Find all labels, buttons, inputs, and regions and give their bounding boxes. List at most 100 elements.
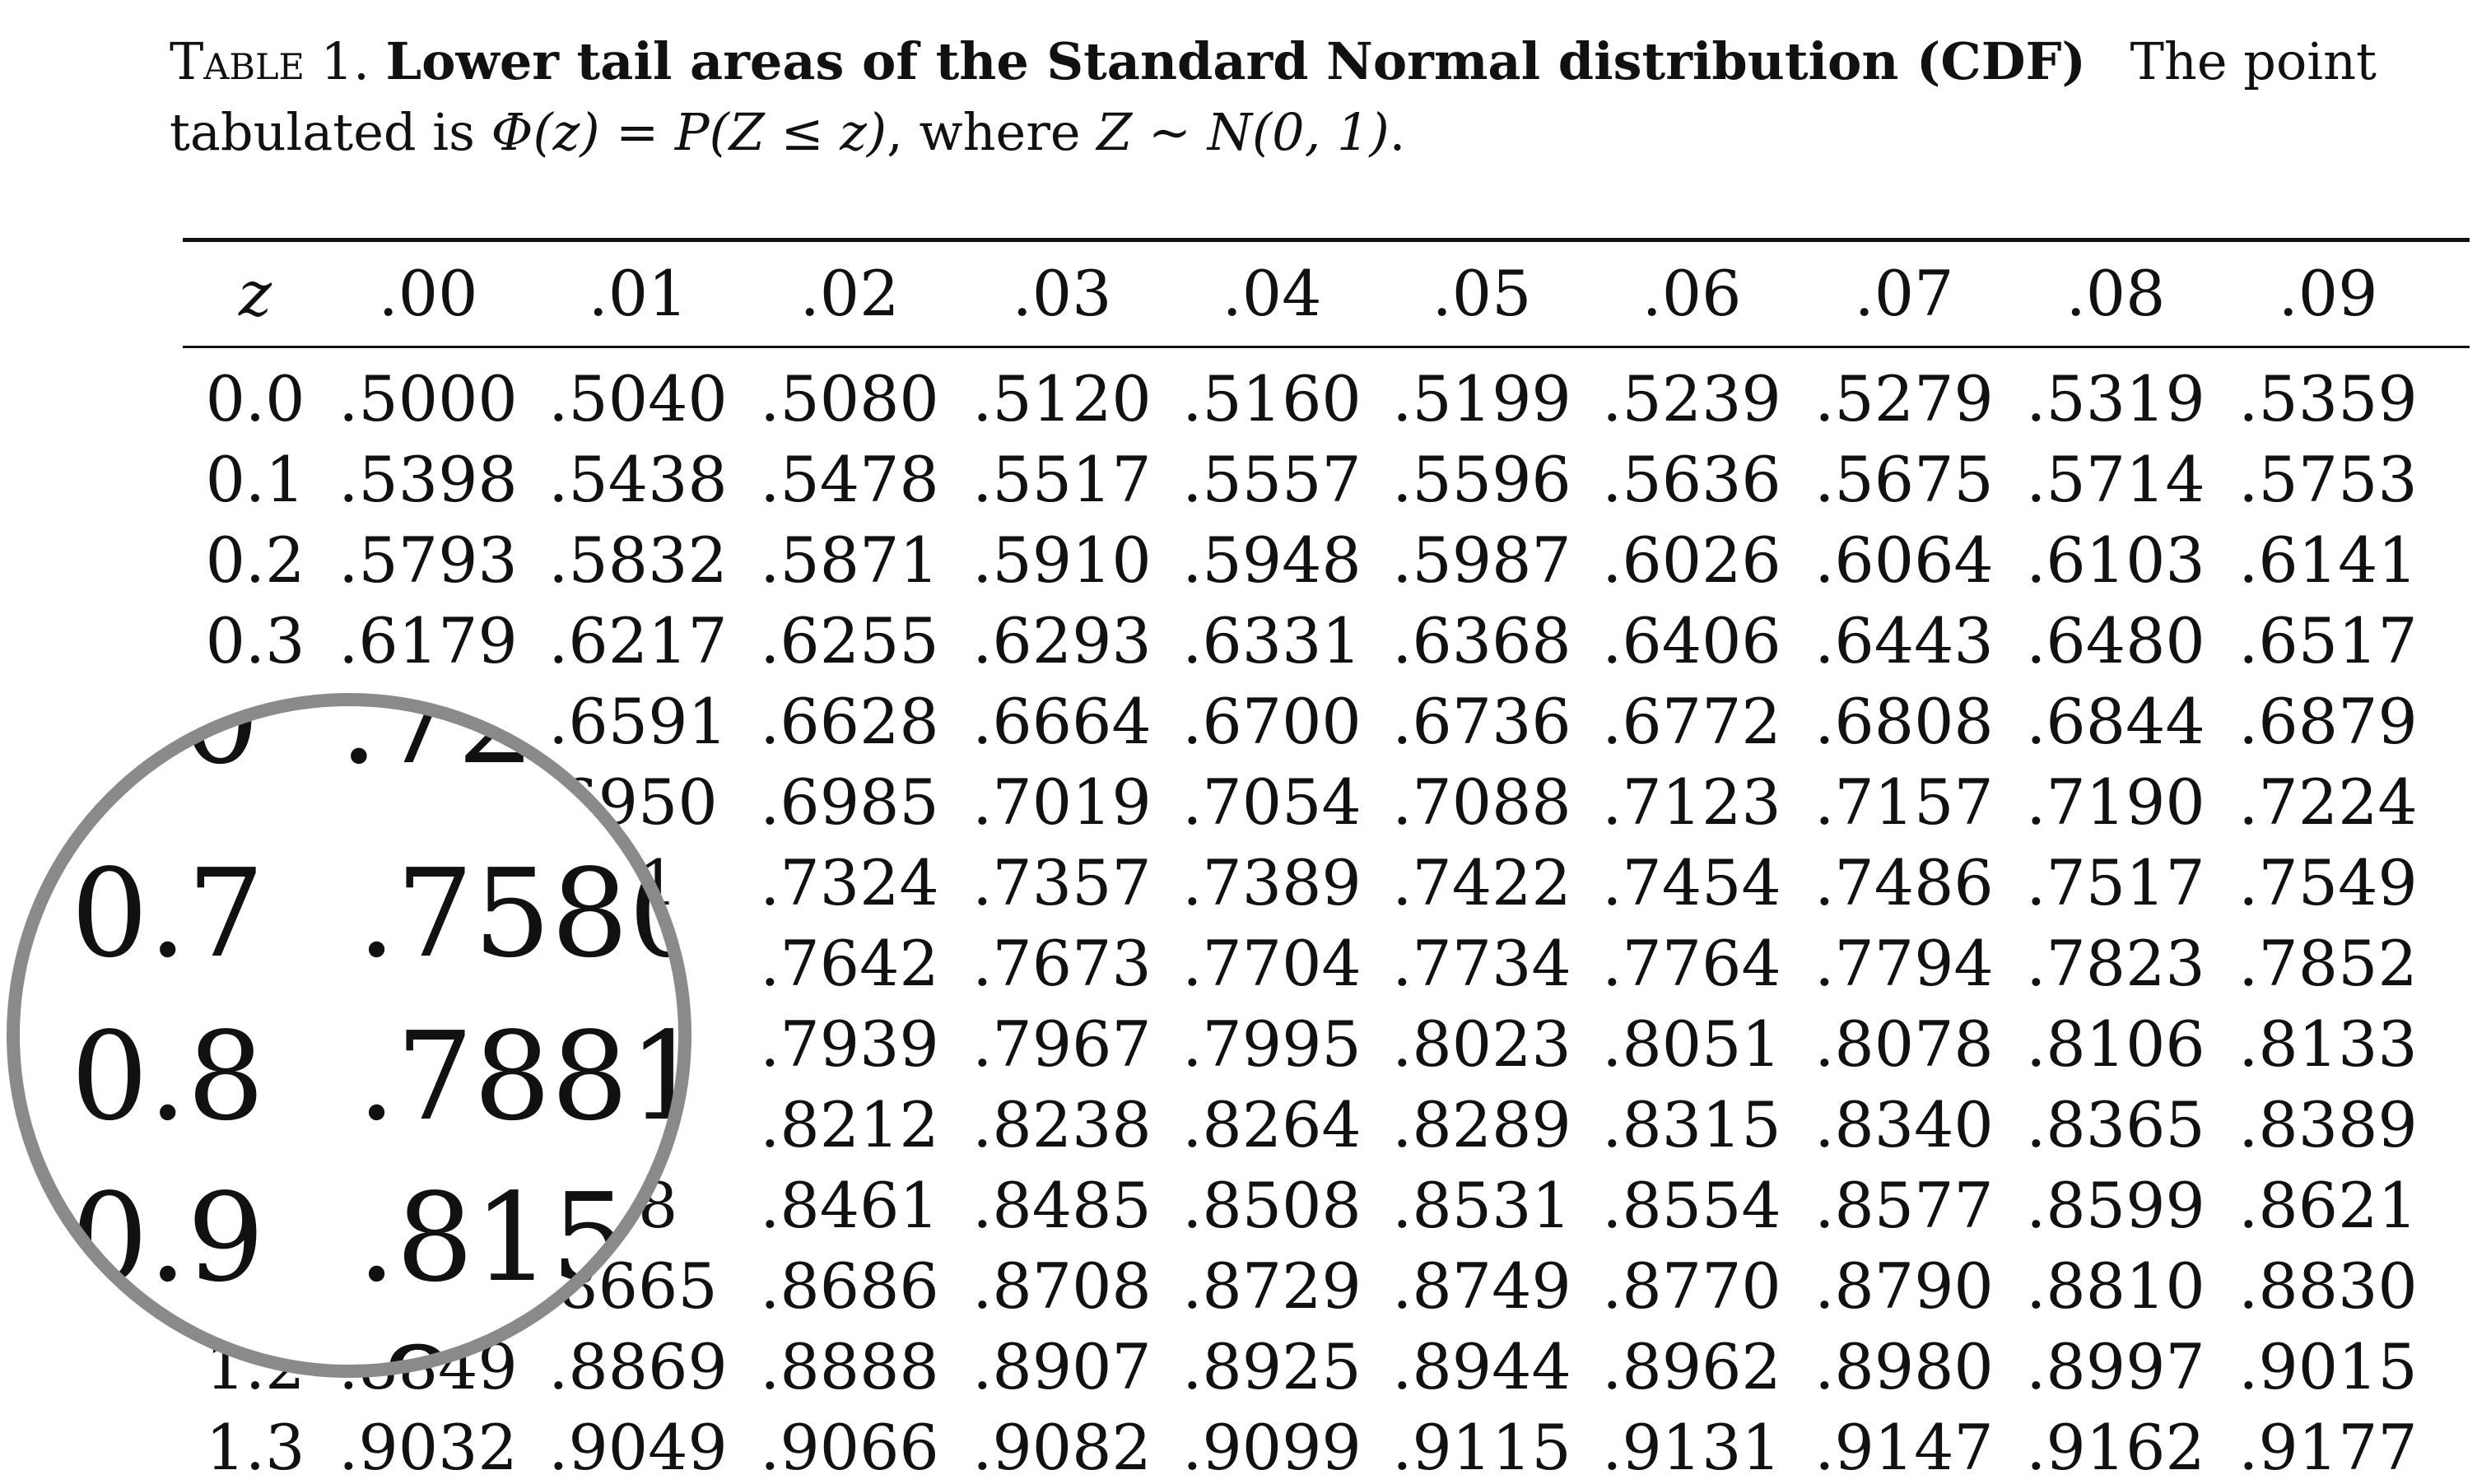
table-cell: .5714 [2026,443,2205,516]
table-cell: .6026 [1602,523,1781,597]
table-cell: .5120 [972,362,1152,435]
table-cell: .8944 [1392,1330,1571,1403]
header-column: .00 [378,257,478,330]
table-cell: .8315 [1602,1088,1781,1161]
table-cell: .8830 [2238,1249,2418,1323]
table-cell: .7123 [1602,765,1781,839]
table-cell: .8485 [972,1169,1152,1242]
table-cell: .7764 [1602,927,1781,1000]
table-cell: .6293 [972,604,1152,677]
table-cell: .8238 [972,1088,1152,1161]
table-cell: .5557 [1182,443,1362,516]
table-cell: .5398 [338,443,518,516]
table-cell: .6255 [760,604,939,677]
table-cell: .6064 [1814,523,1994,597]
magnifier-z: 0.7 [71,843,265,984]
table-cell: .5910 [972,523,1152,597]
table-cell: .6772 [1602,685,1781,758]
table-cell: .9066 [760,1411,939,1484]
header-z: z [238,257,272,330]
header-column: .09 [2278,257,2378,330]
caption-line-2: tabulated is Φ(z) = P(Z ≤ z), where Z ∼ … [170,97,2466,168]
magnifier-fragment-bottom-value: .84 [339,1332,536,1365]
table-cell: .7704 [1182,927,1362,1000]
table-cell: .8686 [760,1249,939,1323]
table-cell: .7454 [1602,846,1781,919]
table-cell: .8962 [1602,1330,1781,1403]
table-cell: .9162 [2026,1411,2205,1484]
table-cell: .9032 [338,1411,518,1484]
table-cell: .7549 [2238,846,2418,919]
header-column: .04 [1222,257,1322,330]
table-cell: .7642 [760,927,939,1000]
magnifier-fragment-top-z: 0 [181,693,260,792]
table-cell: .9147 [1814,1411,1994,1484]
caption-text: tabulated is [170,102,491,162]
table-cell: .8790 [1814,1249,1994,1323]
caption-lead: The point [2130,31,2377,91]
table-cell: .6217 [548,604,728,677]
table-cell: .5832 [548,523,728,597]
table-cell: .6664 [972,685,1152,758]
table-cell: .8264 [1182,1088,1362,1161]
table-cell: .8212 [760,1088,939,1161]
table-cell: .5478 [760,443,939,516]
table-cell: .8980 [1814,1330,1994,1403]
table-cell: .7794 [1814,927,1994,1000]
table-cell: .9015 [2238,1330,2418,1403]
table-cell: .8770 [1602,1249,1781,1323]
table-cell: .9131 [1602,1411,1781,1484]
row-z-value: 0.2 [205,523,305,597]
header-column: .06 [1641,257,1742,330]
table-cell: .8554 [1602,1169,1781,1242]
table-cell: .7995 [1182,1007,1362,1081]
table-cell: .7852 [2238,927,2418,1000]
table-cell: .9082 [972,1411,1152,1484]
table-cell: .7734 [1392,927,1571,1000]
table-cell: .8621 [2238,1169,2418,1242]
table-header-rule [183,346,2470,348]
table-cell: .9115 [1392,1411,1571,1484]
table-cell: .6985 [760,765,939,839]
magnifier-z: 0.9 [71,1167,265,1309]
magnifier-value: .7881 [357,1006,691,1147]
table-cell: .5199 [1392,362,1571,435]
table-cell: .5160 [1182,362,1362,435]
table-cell: .6406 [1602,604,1781,677]
table-cell: .8869 [548,1330,728,1403]
table-cell: .7324 [760,846,939,919]
table-cell: .5040 [548,362,728,435]
caption-formula: Φ(z) = P(Z ≤ z) [491,102,887,162]
table-cell: .7019 [972,765,1152,839]
table-cell: .5438 [548,443,728,516]
table-cell: .5000 [338,362,518,435]
table-cell: .6179 [338,604,518,677]
table-cell: .6628 [760,685,939,758]
table-cell: .8577 [1814,1169,1994,1242]
table-cell: .7486 [1814,846,1994,919]
header-column: .01 [588,257,688,330]
table-cell: .9049 [548,1411,728,1484]
magnifier-value: .8159 [357,1167,691,1309]
table-cell: .7422 [1392,846,1571,919]
table-cell: .6368 [1392,604,1571,677]
table-cell: .7054 [1182,765,1362,839]
caption-formula-2: Z ∼ N(0, 1) [1096,102,1390,162]
table-cell: .5636 [1602,443,1781,516]
magnifier-fragment-bottom-z: 0 [181,1332,259,1365]
table-cell: .8749 [1392,1249,1571,1323]
table-cell: .8133 [2238,1007,2418,1081]
table-cell: .8023 [1392,1007,1571,1081]
table-cell: .5987 [1392,523,1571,597]
table-cell: .6141 [2238,523,2418,597]
row-z-value: 1.3 [205,1411,305,1484]
table-top-rule [183,238,2470,242]
table-cell: .8888 [760,1330,939,1403]
caption-line-1: Table 1. Lower tail areas of the Standar… [170,26,2466,97]
table-cell: .8289 [1392,1088,1571,1161]
table-cell: .7673 [972,927,1152,1000]
table-cell: .8051 [1602,1007,1781,1081]
row-z-value: 0.3 [205,604,305,677]
table-cell: .7823 [2026,927,2205,1000]
table-cell: .7190 [2026,765,2205,839]
